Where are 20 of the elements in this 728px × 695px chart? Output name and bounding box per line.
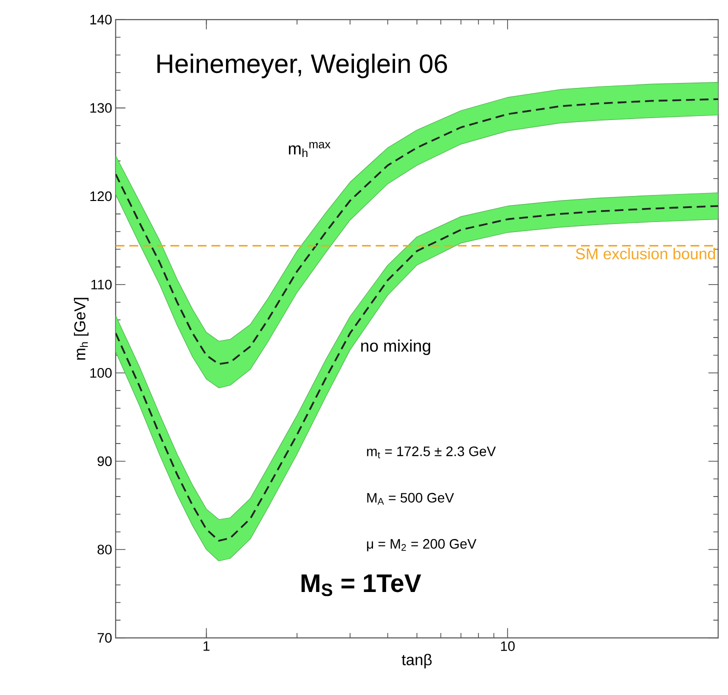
y-tick-label: 70 — [98, 633, 112, 643]
annotation: M$_{S}$ = 1TeV — [302, 574, 422, 596]
annotation: M$_{A}$ = 500 GeV — [367, 493, 454, 505]
y-tick-label: 130 — [90, 103, 112, 113]
annotation: m$_{t}$ = 172.5 ± 2.3 GeV — [367, 446, 496, 458]
y-tick-label: 90 — [98, 456, 112, 466]
annotation: Heinemeyer, Weiglein 06 — [157, 54, 447, 78]
y-tick-label: 80 — [98, 544, 112, 555]
y-axis-title: m$_{h}$ [GeV] — [74, 298, 89, 360]
x-tick-label: 10 — [501, 641, 515, 652]
ref-line-label: SM exclusion bound — [576, 248, 715, 260]
series-label: no mixing — [361, 340, 430, 356]
x-tick-label: 1 — [204, 641, 210, 651]
annotation: μ = M$_{2}$ = 200 GeV — [367, 539, 476, 552]
y-tick-label: 120 — [90, 192, 112, 202]
x-axis-title: tanβ — [402, 654, 432, 669]
text: m$_{h}$max — [288, 142, 330, 158]
y-tick-label: 110 — [91, 280, 112, 290]
y-tick-label: 140 — [90, 14, 112, 25]
y-tick-label: 100 — [90, 368, 112, 378]
